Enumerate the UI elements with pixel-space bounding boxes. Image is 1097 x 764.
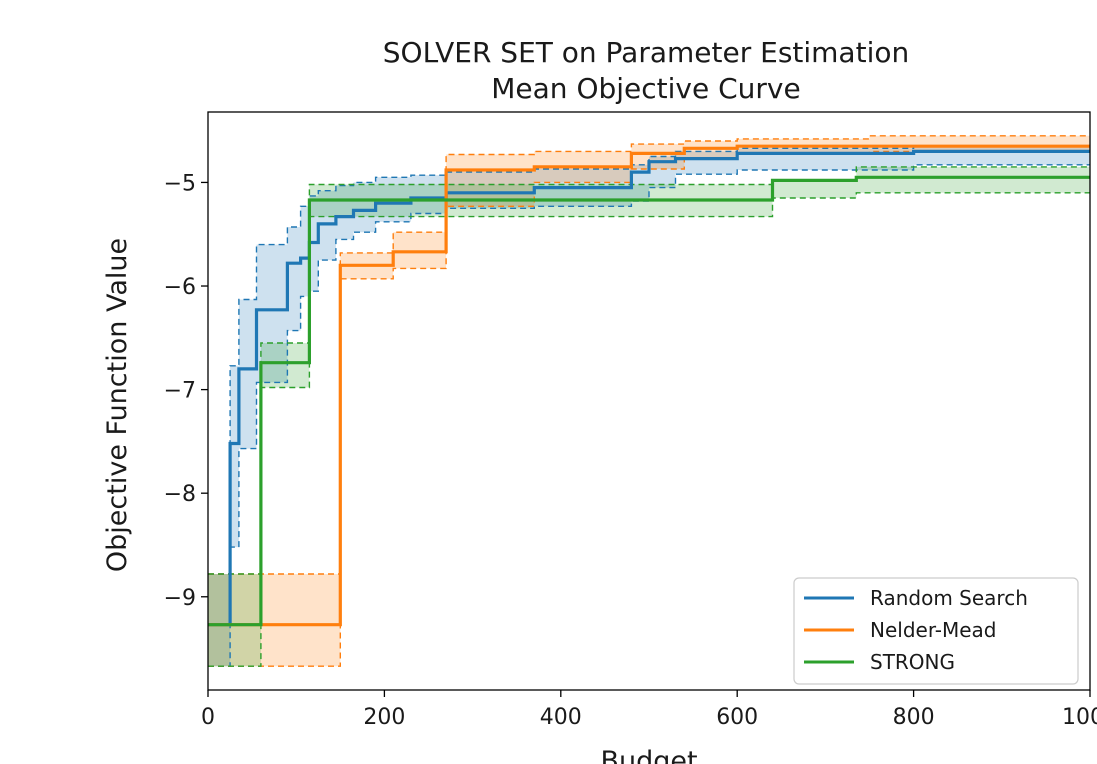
ci-upper-random-search xyxy=(208,145,1090,575)
series-line-random-search xyxy=(208,149,1090,627)
ci-upper-strong xyxy=(208,166,1090,575)
series-lines xyxy=(208,135,1090,667)
x-axis-ticks: 0 200 400 600 800 1000 xyxy=(201,690,1097,730)
y-axis-label: Objective Function Value xyxy=(102,238,133,572)
x-tick-label: 1000 xyxy=(1062,705,1097,730)
legend-label-strong: STRONG xyxy=(870,650,955,674)
y-tick-label: −8 xyxy=(164,482,196,507)
x-tick-label: 600 xyxy=(716,705,758,730)
chart-title-line-2: Mean Objective Curve xyxy=(491,72,800,105)
x-axis-label: Budget xyxy=(600,746,697,764)
x-tick-label: 400 xyxy=(540,705,582,730)
y-tick-label: −9 xyxy=(164,586,196,611)
plot-frame xyxy=(207,111,1091,691)
chart-title-line-1: SOLVER SET on Parameter Estimation xyxy=(383,36,909,69)
confidence-bands xyxy=(208,135,1090,667)
series-line-nelder-mead xyxy=(208,144,1090,627)
legend: Random Search Nelder-Mead STRONG xyxy=(793,577,1079,685)
series-line-strong xyxy=(208,175,1090,627)
x-tick-label: 200 xyxy=(363,705,405,730)
legend-label-random-search: Random Search xyxy=(870,586,1028,610)
y-tick-label: −7 xyxy=(164,379,196,404)
y-axis-ticks: −5 −6 −7 −8 −9 xyxy=(164,171,208,611)
legend-label-nelder-mead: Nelder-Mead xyxy=(870,618,997,642)
x-tick-label: 800 xyxy=(893,705,935,730)
x-tick-label: 0 xyxy=(201,705,215,730)
ci-band-nelder-mead xyxy=(208,135,1090,667)
y-tick-label: −6 xyxy=(164,275,196,300)
legend-box xyxy=(793,577,1079,685)
y-tick-label: −5 xyxy=(164,171,196,196)
